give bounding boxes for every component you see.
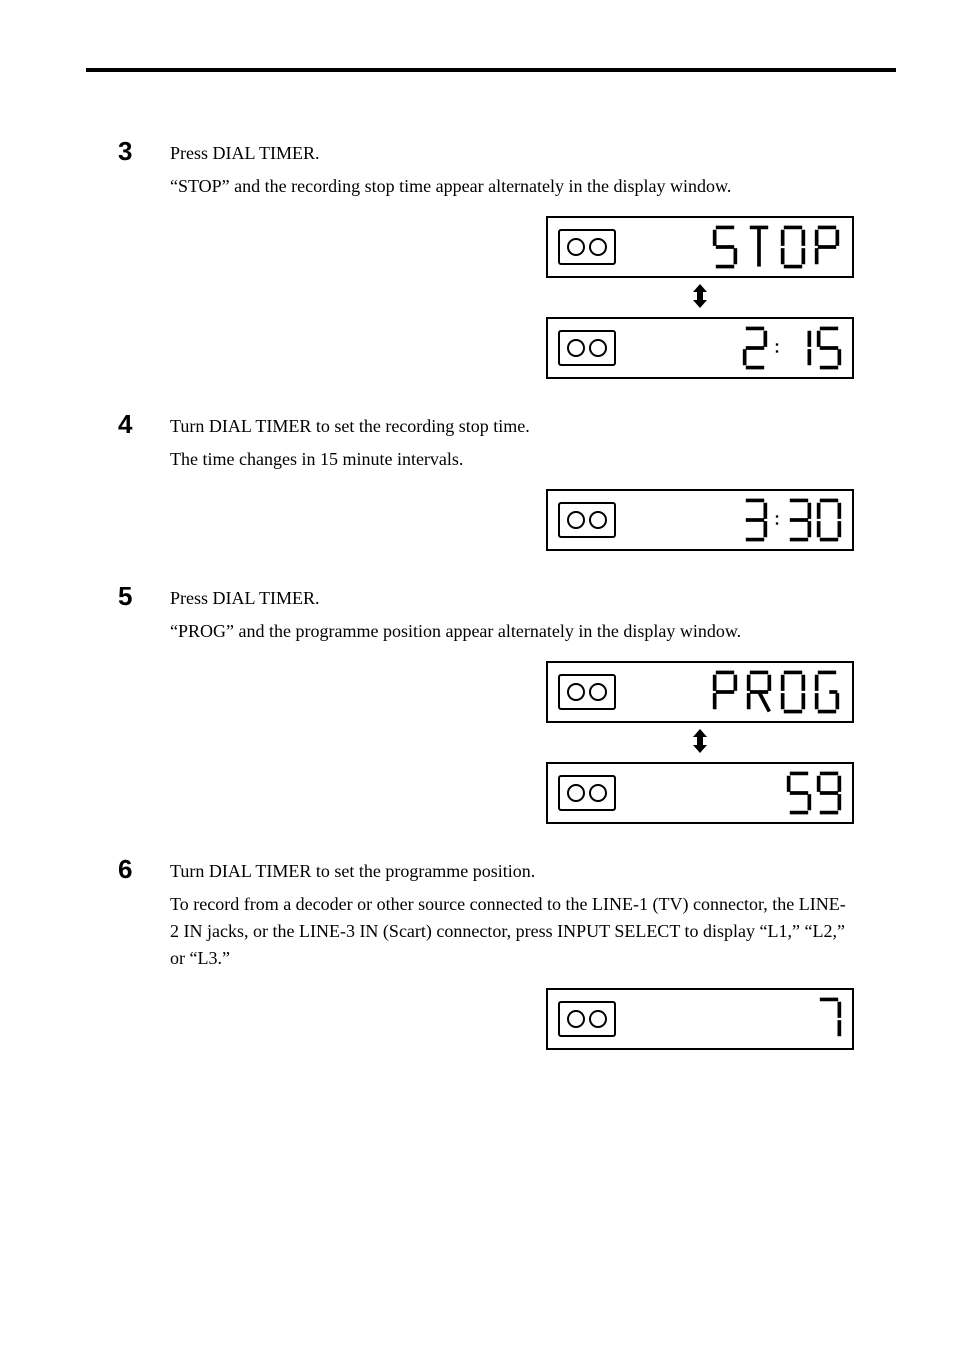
lcd-text (616, 319, 852, 377)
step-3: 3 Press DIAL TIMER. “STOP” and the recor… (170, 140, 854, 379)
lcd-display-stop (546, 216, 854, 278)
cassette-icon (558, 502, 616, 538)
step-lead: Press DIAL TIMER. (170, 585, 854, 612)
step-5: 5 Press DIAL TIMER. “PROG” and the progr… (170, 585, 854, 824)
cassette-icon (558, 674, 616, 710)
lcd-display-number (546, 762, 854, 824)
cassette-icon (558, 330, 616, 366)
lcd-text (616, 218, 852, 276)
lcd-display-time (546, 489, 854, 551)
step-6: 6 Turn DIAL TIMER to set the programme p… (170, 858, 854, 1050)
instruction-list: 3 Press DIAL TIMER. “STOP” and the recor… (170, 140, 854, 1084)
step-detail: To record from a decoder or other source… (170, 891, 854, 972)
step-detail: “STOP” and the recording stop time appea… (170, 173, 854, 200)
display-single (546, 489, 854, 551)
lcd-display-number (546, 988, 854, 1050)
lcd-text (616, 663, 852, 721)
updown-arrow-icon (546, 723, 854, 762)
step-detail: The time changes in 15 minute intervals. (170, 446, 854, 473)
cassette-icon (558, 775, 616, 811)
lcd-text (616, 491, 852, 549)
step-number: 3 (118, 136, 132, 167)
step-4: 4 Turn DIAL TIMER to set the recording s… (170, 413, 854, 551)
step-number: 6 (118, 854, 132, 885)
step-lead: Turn DIAL TIMER to set the recording sto… (170, 413, 854, 440)
cassette-icon (558, 229, 616, 265)
display-alternating (546, 661, 854, 824)
lcd-text (616, 990, 852, 1048)
display-single (546, 988, 854, 1050)
lcd-display-prog (546, 661, 854, 723)
step-lead: Press DIAL TIMER. (170, 140, 854, 167)
lcd-text (616, 764, 852, 822)
cassette-icon (558, 1001, 616, 1037)
horizontal-rule (86, 68, 896, 72)
step-detail: “PROG” and the programme position appear… (170, 618, 854, 645)
step-lead: Turn DIAL TIMER to set the programme pos… (170, 858, 854, 885)
lcd-display-time (546, 317, 854, 379)
step-number: 4 (118, 409, 132, 440)
display-alternating (546, 216, 854, 379)
step-number: 5 (118, 581, 132, 612)
updown-arrow-icon (546, 278, 854, 317)
